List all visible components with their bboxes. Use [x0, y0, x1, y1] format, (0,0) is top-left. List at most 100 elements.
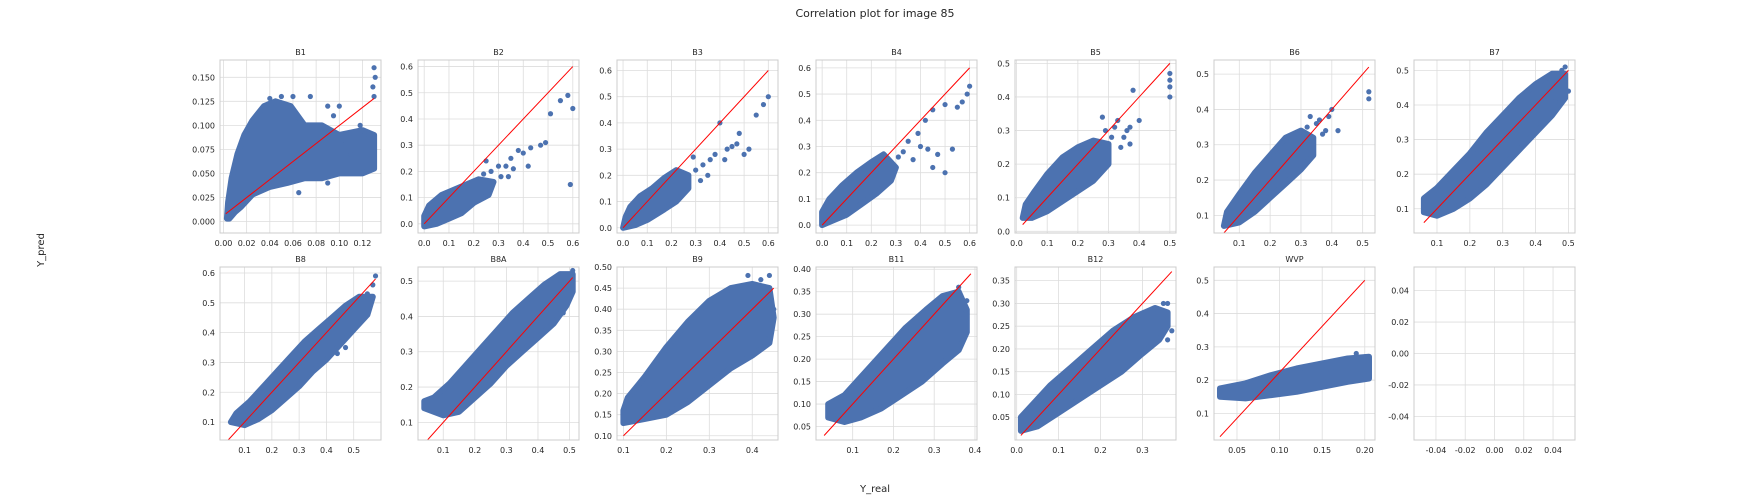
scatter-point	[922, 117, 928, 123]
x-tick-label: 0.2	[887, 446, 900, 455]
scatter-point	[278, 93, 284, 100]
x-tick-label: -0.04	[1426, 446, 1447, 455]
scatter-point	[964, 298, 970, 304]
y-tick-label: 0.1	[400, 418, 413, 427]
y-tick-label: 0.5	[202, 299, 215, 308]
y-tick-label: 0.5	[798, 90, 811, 99]
plot-area	[1420, 64, 1572, 223]
plot-area	[421, 267, 576, 440]
plot-area	[1217, 279, 1372, 438]
y-tick-label: 0.35	[793, 288, 811, 297]
y-tick-label: 0.050	[192, 169, 215, 178]
scatter-cloud	[1420, 70, 1569, 219]
scatter-point	[765, 94, 771, 100]
scatter-point	[505, 174, 512, 180]
y-tick-label: 0.125	[192, 97, 215, 106]
x-tick-label: 0.3	[500, 446, 513, 455]
y-axis-label: Y_pred	[36, 233, 47, 268]
y-tick-label: 0.2	[599, 171, 612, 180]
axes-frame	[815, 266, 978, 441]
scatter-point	[760, 101, 767, 108]
x-tick-label: 0.2	[660, 446, 673, 455]
scatter-point	[693, 167, 699, 173]
scatter-point	[1124, 127, 1130, 134]
scatter-point	[766, 272, 773, 279]
subplot-title: B6	[1289, 48, 1300, 57]
axes-frame	[417, 266, 580, 441]
x-tick-label: 0.2	[1071, 239, 1084, 248]
subplot-B12: B12 0.0 0.1 0.2 0.3 0.05 0.10 0.15 0.20 0.25 0.30 0…	[992, 255, 1177, 455]
x-tick-label: 0.00	[215, 239, 233, 248]
scatter-point	[1323, 128, 1329, 134]
scatter-point	[690, 154, 696, 160]
scatter-point	[960, 311, 966, 317]
y-tick-label: 0.6	[599, 66, 612, 75]
y-tick-label: 0.15	[992, 368, 1010, 377]
scatter-point	[342, 344, 349, 351]
x-tick-label: -0.02	[1455, 446, 1476, 455]
scatter-point	[917, 143, 924, 150]
subplot-grid: B1 0.00 0.02 0.04 0.06 0.08 0.10 0.12 0.000 0.025…	[192, 48, 1576, 455]
scatter-point	[1136, 117, 1142, 124]
scatter-point	[570, 267, 576, 274]
scatter-point	[1167, 84, 1173, 90]
y-tick-label: 0.10	[992, 390, 1010, 399]
y-tick-label: 0.3	[798, 143, 811, 152]
y-tick-label: 0.3	[997, 127, 1010, 136]
scatter-point	[498, 174, 504, 180]
x-tick-label: 0.4	[532, 446, 545, 455]
x-tick-label: 0.3	[1496, 239, 1509, 248]
scatter-point	[565, 92, 571, 98]
y-tick-label: 0.1	[400, 194, 413, 203]
subplot-B8A: B8A 0.1 0.2 0.3 0.4 0.5 0.1 0.2 0.3 0.4 0.5	[400, 255, 580, 455]
scatter-point	[357, 122, 363, 128]
scatter-point	[705, 172, 711, 178]
y-tick-label: 0.6	[798, 64, 811, 73]
y-tick-label: 0.40	[594, 305, 612, 314]
x-tick-label: 0.2	[1094, 446, 1107, 455]
x-tick-label: 0.4	[969, 446, 982, 455]
axes-frame	[417, 59, 580, 234]
scatter-point	[741, 151, 747, 157]
scatter-point	[1127, 141, 1133, 147]
scatter-point	[910, 157, 916, 163]
y-tick-label: 0.05	[793, 423, 811, 432]
x-tick-label: 0.3	[890, 239, 903, 248]
fit-line	[1219, 279, 1366, 438]
x-tick-label: 0.1	[641, 239, 654, 248]
y-tick-label: 0.3	[400, 141, 413, 150]
scatter-point	[1109, 134, 1115, 140]
y-tick-label: 0.5	[997, 59, 1010, 68]
x-tick-label: 0.0	[816, 239, 829, 248]
y-tick-label: 0.5	[1396, 66, 1409, 75]
y-tick-label: 0.10	[594, 432, 612, 441]
x-tick-label: 0.3	[1102, 239, 1115, 248]
x-tick-label: 0.1	[846, 446, 859, 455]
scatter-point	[372, 74, 378, 80]
x-tick-label: 0.1	[617, 446, 630, 455]
scatter-point	[925, 146, 931, 152]
scatter-cloud	[421, 271, 576, 419]
scatter-point	[712, 151, 718, 157]
plot-area	[823, 273, 972, 436]
y-tick-label: 0.1	[997, 194, 1010, 203]
x-tick-label: 0.3	[928, 446, 941, 455]
scatter-point	[1366, 96, 1372, 102]
x-tick-label: 0.4	[1133, 239, 1146, 248]
x-tick-label: 0.5	[939, 239, 952, 248]
fit-line	[423, 66, 574, 225]
subplot-B8: B8 0.1 0.2 0.3 0.4 0.5 0.1 0.2 0.3 0.4 0.5 0.6	[202, 255, 382, 455]
scatter-cloud	[1017, 305, 1171, 434]
scatter-point	[935, 151, 941, 157]
x-tick-label: 0.3	[1295, 239, 1308, 248]
fit-line	[227, 278, 376, 440]
scatter-point	[372, 273, 379, 279]
scatter-point	[746, 146, 752, 152]
y-tick-label: 0.40	[793, 265, 811, 274]
plot-area	[620, 272, 777, 437]
scatter-point	[525, 163, 531, 169]
subplot-B1: B1 0.00 0.02 0.04 0.06 0.08 0.10 0.12 0.000 0.025…	[192, 48, 382, 248]
y-tick-label: -0.04	[1388, 412, 1409, 421]
x-tick-label: 0.3	[689, 239, 702, 248]
